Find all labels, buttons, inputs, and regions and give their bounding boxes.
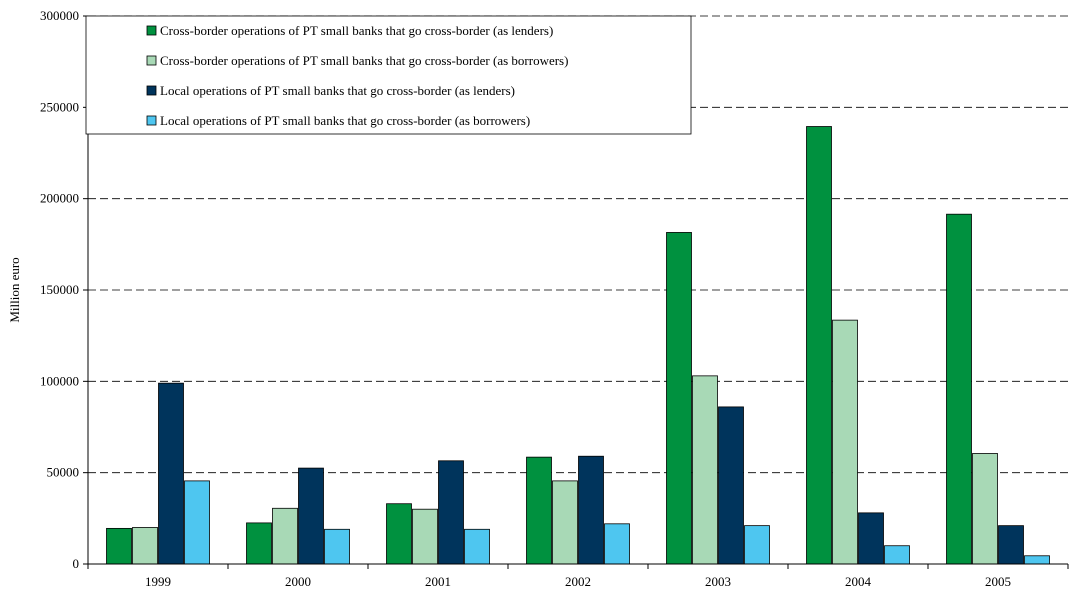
bar-2000-series-1	[246, 522, 272, 565]
legend: Cross-border operations of PT small bank…	[85, 15, 692, 135]
bar-2003-series-3	[718, 406, 744, 565]
y-axis-title: Million euro	[7, 257, 22, 322]
x-tick-label: 2001	[425, 574, 451, 589]
bar-1999-series-3	[158, 382, 184, 565]
bar-2000-series-2	[272, 507, 298, 565]
bar-2001-series-3	[438, 460, 464, 565]
y-tick-label: 250000	[40, 99, 79, 114]
bar-2004-series-1	[806, 126, 832, 565]
legend-swatch-3	[146, 85, 157, 96]
bar-1999-series-4	[184, 480, 210, 565]
bar-2005-series-3	[998, 525, 1024, 565]
bar-2002-series-3	[578, 455, 604, 565]
x-tick-label: 2005	[985, 574, 1011, 589]
y-tick-label: 150000	[40, 282, 79, 297]
bar-1999-series-2	[132, 527, 158, 565]
bar-2003-series-1	[666, 232, 692, 565]
legend-swatch-1	[146, 25, 157, 36]
x-tick-label: 1999	[145, 574, 171, 589]
bar-2000-series-4	[324, 528, 350, 565]
legend-label-1: Cross-border operations of PT small bank…	[160, 23, 553, 38]
y-axis-ticks: 0 50000 100000 150000 200000 250000 300000	[40, 8, 88, 571]
bar-2004-series-4	[884, 545, 910, 565]
bar-2002-series-2	[552, 480, 578, 565]
x-tick-label: 2004	[845, 574, 872, 589]
bar-2002-series-4	[604, 523, 630, 565]
bar-2003-series-2	[692, 375, 718, 565]
bar-2001-series-4	[464, 528, 490, 565]
bar-1999-series-1	[106, 527, 132, 565]
x-tick-label: 2003	[705, 574, 731, 589]
bar-2004-series-3	[858, 512, 884, 565]
bar-2000-series-3	[298, 467, 324, 565]
bar-2005-series-1	[946, 213, 972, 565]
y-tick-label: 0	[73, 556, 80, 571]
bar-2004-series-2	[832, 319, 858, 565]
legend-box	[85, 15, 692, 135]
y-tick-label: 50000	[47, 465, 80, 480]
x-tick-label: 2000	[285, 574, 311, 589]
bar-2005-series-2	[972, 453, 998, 565]
bar-2002-series-1	[526, 456, 552, 565]
bar-2005-series-4	[1024, 555, 1050, 565]
legend-swatch-4	[146, 115, 157, 126]
legend-label-2: Cross-border operations of PT small bank…	[160, 53, 568, 68]
x-tick-label: 2002	[565, 574, 591, 589]
bars	[106, 126, 1050, 565]
y-tick-label: 100000	[40, 373, 79, 388]
legend-swatch-2	[146, 55, 157, 66]
bar-2001-series-2	[412, 508, 438, 565]
x-axis-ticks: 1999 2000 2001 2002 2003 2004 2005	[87, 564, 1069, 589]
y-tick-label: 300000	[40, 8, 79, 23]
y-tick-label: 200000	[40, 191, 79, 206]
bar-2003-series-4	[744, 525, 770, 565]
legend-label-3: Local operations of PT small banks that …	[160, 83, 515, 98]
legend-label-4: Local operations of PT small banks that …	[160, 113, 530, 128]
bar-2001-series-1	[386, 503, 412, 565]
